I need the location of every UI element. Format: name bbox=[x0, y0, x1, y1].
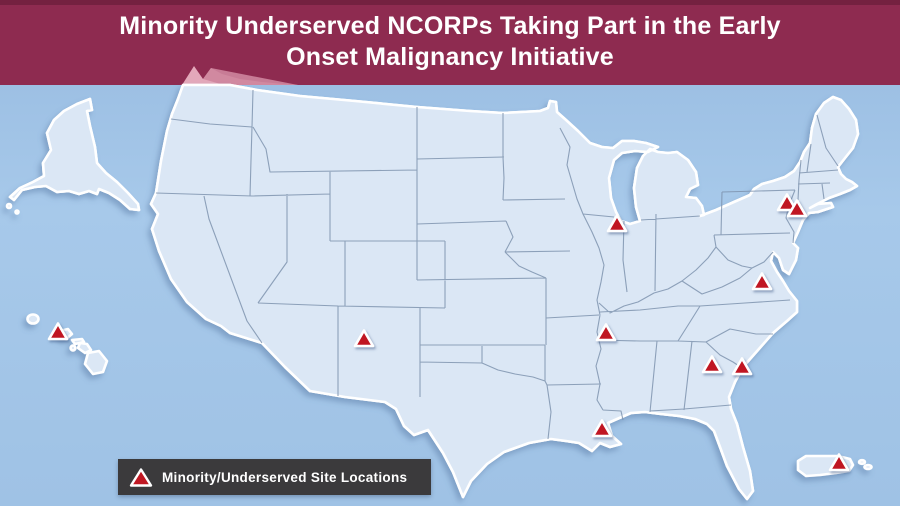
aleutian-islets bbox=[5, 202, 20, 215]
site-marker-georgia bbox=[701, 355, 723, 374]
coastline bbox=[149, 83, 860, 501]
puerto-rico bbox=[796, 454, 873, 478]
site-marker-west-tennessee bbox=[595, 323, 617, 342]
landmasses bbox=[5, 83, 873, 501]
title-banner: Minority Underserved NCORPs Taking Part … bbox=[0, 0, 900, 85]
ocean-water bbox=[0, 85, 900, 506]
alaska-coastline bbox=[8, 97, 141, 212]
legend: Minority/Underserved Site Locations bbox=[118, 459, 431, 495]
red-triangle-icon bbox=[129, 467, 153, 487]
state-borders bbox=[155, 89, 839, 440]
site-marker-virginia bbox=[751, 272, 773, 291]
site-markers-layer bbox=[47, 193, 850, 472]
site-marker-new-jersey-b bbox=[786, 199, 808, 218]
site-marker-illinois bbox=[606, 214, 628, 233]
site-marker-new-jersey-a bbox=[776, 193, 798, 212]
site-marker-new-mexico bbox=[353, 329, 375, 348]
legend-label: Minority/Underserved Site Locations bbox=[162, 469, 408, 485]
continental-us bbox=[149, 83, 860, 501]
site-marker-south-louisiana bbox=[591, 419, 613, 438]
hawaii-islands bbox=[26, 313, 109, 376]
site-marker-puerto-rico bbox=[828, 453, 850, 472]
alaska bbox=[8, 97, 141, 212]
site-marker-south-carolina-coast bbox=[731, 357, 753, 376]
page-title: Minority Underserved NCORPs Taking Part … bbox=[119, 12, 781, 71]
site-marker-hawaii bbox=[47, 322, 69, 341]
